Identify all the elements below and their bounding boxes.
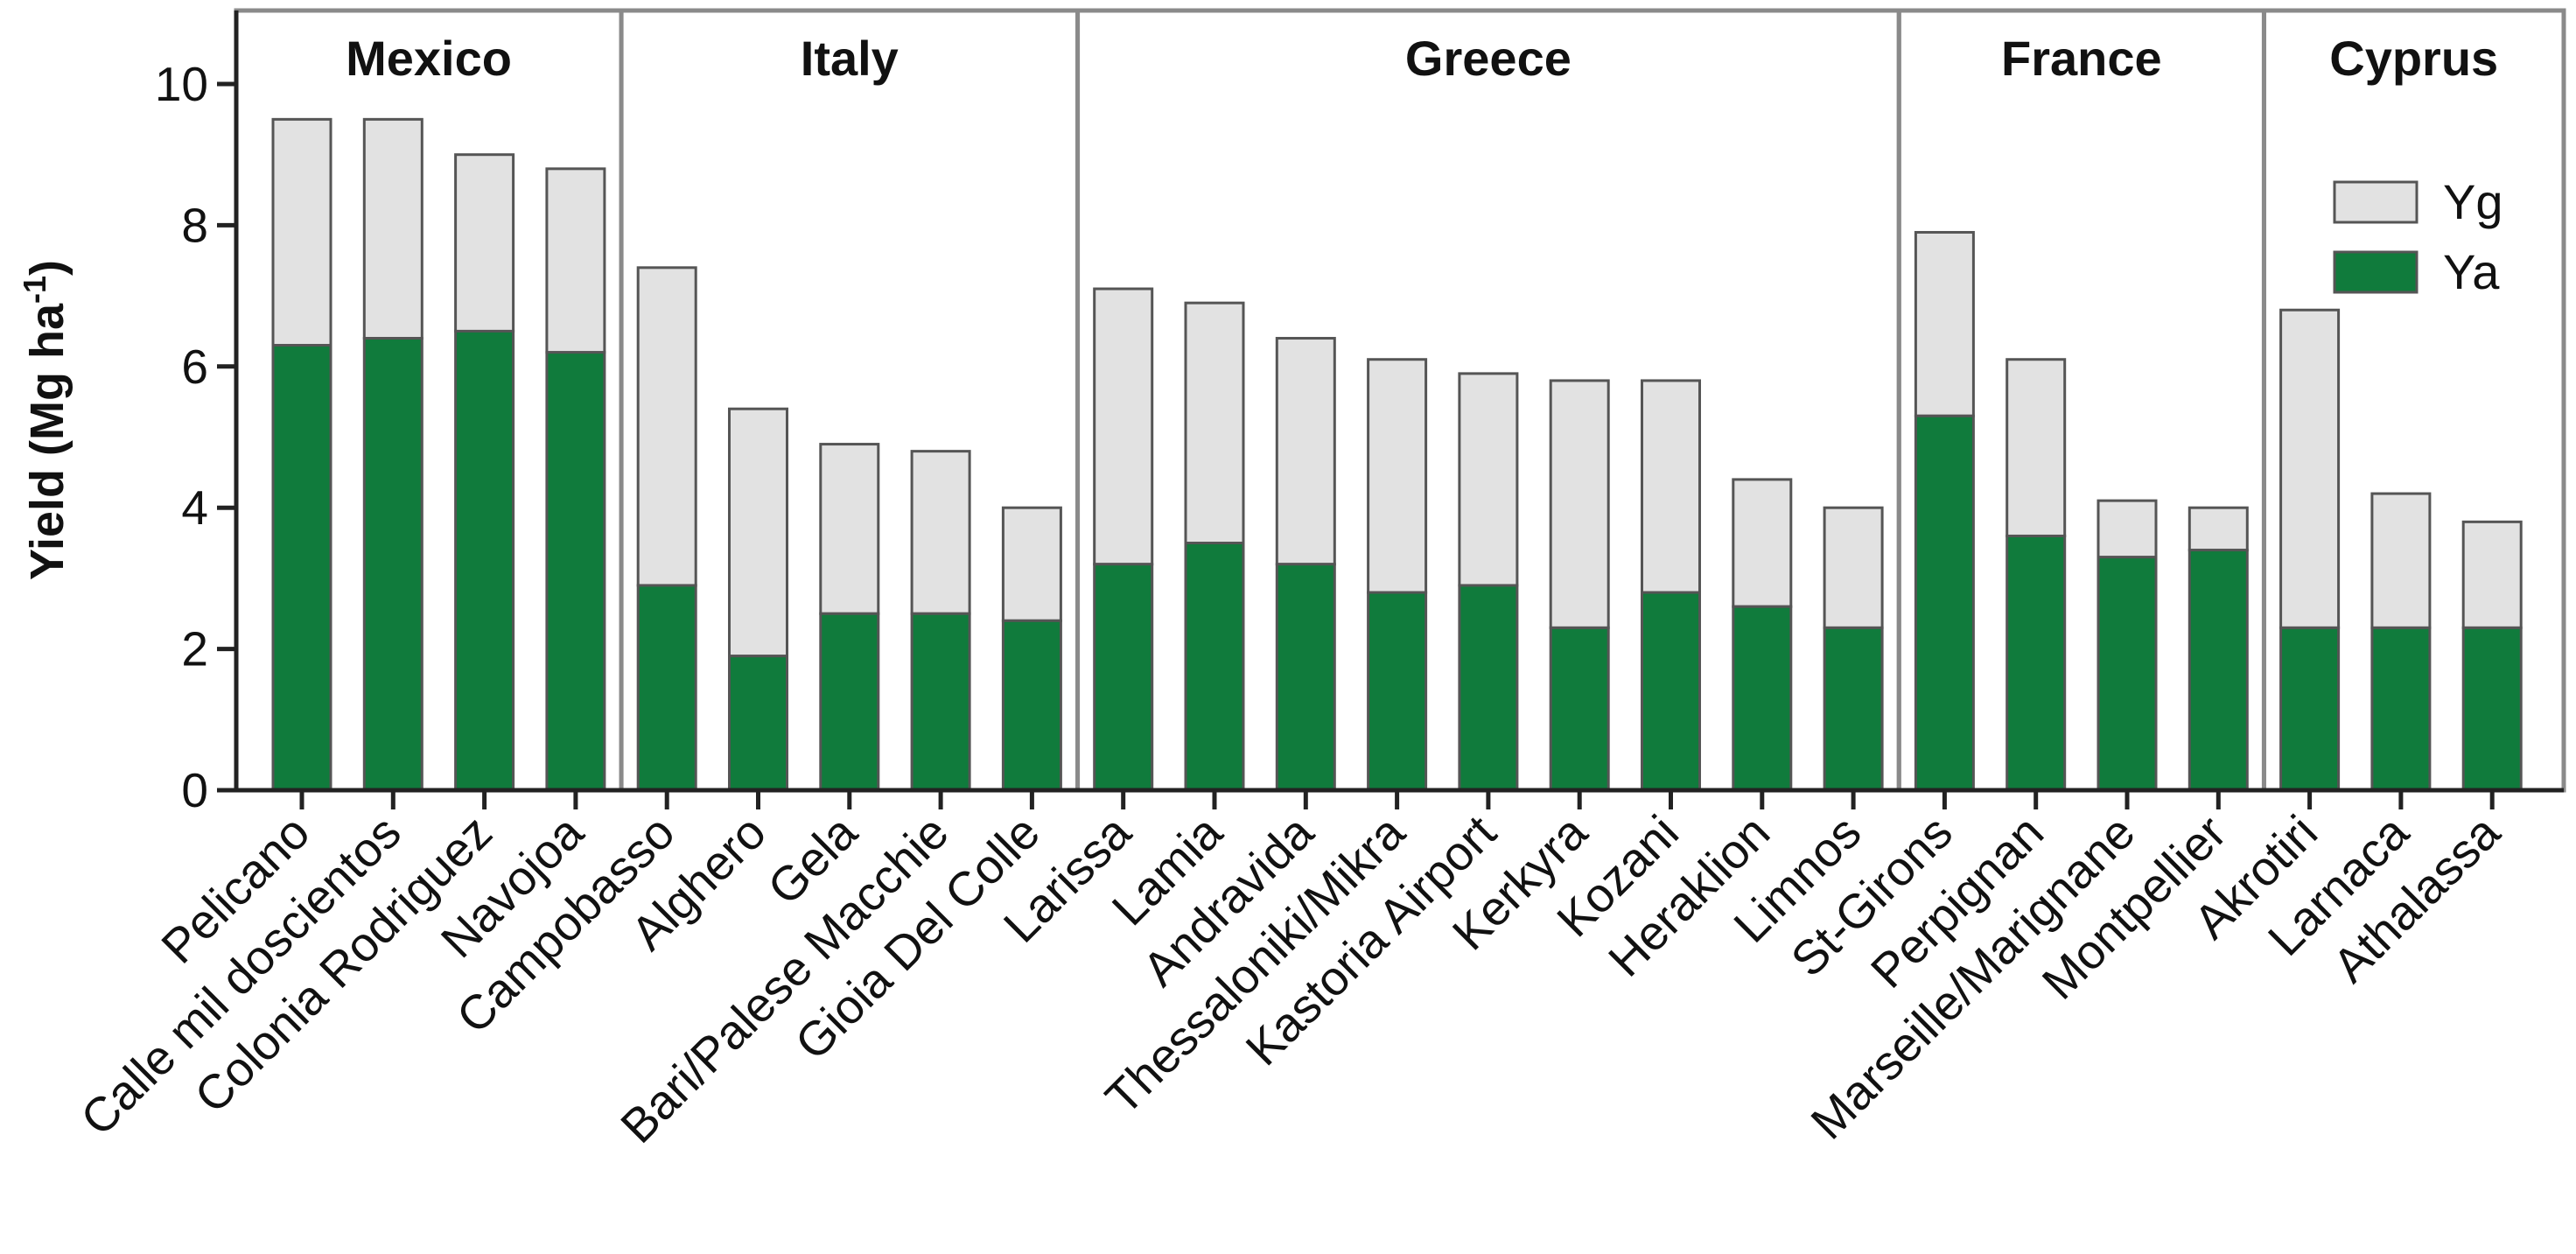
bar-ya-16 <box>1732 605 1793 792</box>
y-axis-label-main: Yield (Mg ha <box>21 303 74 580</box>
bar-ya-14 <box>1549 626 1610 792</box>
bar-ya-22 <box>2279 626 2341 792</box>
bar-yg-21 <box>2188 506 2249 552</box>
bar-ya-15 <box>1641 591 1701 792</box>
y-tick-label-1: 2 <box>181 622 208 676</box>
bar-ya-11 <box>1275 563 1336 792</box>
bar-ya-7 <box>910 612 971 792</box>
bar-ya-3 <box>545 351 606 792</box>
bar-ya-8 <box>1001 619 1062 792</box>
bar-ya-12 <box>1367 591 1428 792</box>
bar-yg-8 <box>1001 506 1062 622</box>
bar-yg-12 <box>1367 358 1428 594</box>
bar-yg-24 <box>2461 520 2523 629</box>
legend-swatch-ya <box>2333 250 2418 294</box>
bar-ya-19 <box>2006 534 2067 792</box>
bar-yg-23 <box>2370 492 2432 629</box>
bar-yg-13 <box>1458 372 1519 587</box>
bar-ya-4 <box>636 584 697 792</box>
y-axis-label-sup: -1 <box>17 276 52 304</box>
bar-ya-23 <box>2370 626 2432 792</box>
y-tick-label-3: 6 <box>181 340 208 394</box>
bar-yg-11 <box>1275 337 1336 566</box>
bar-yg-20 <box>2096 499 2158 559</box>
bar-ya-6 <box>819 612 880 792</box>
legend-swatch-yg <box>2333 180 2418 224</box>
y-tick-label-4: 8 <box>181 198 208 252</box>
bar-yg-14 <box>1549 379 1610 629</box>
group-label-greece: Greece <box>1405 31 1572 86</box>
bar-yg-19 <box>2006 358 2067 537</box>
bar-ya-24 <box>2461 626 2523 792</box>
bar-yg-2 <box>454 153 515 333</box>
bar-ya-0 <box>271 344 332 792</box>
bar-yg-15 <box>1641 379 1701 594</box>
bar-yg-18 <box>1914 230 1975 417</box>
bar-ya-5 <box>728 655 788 792</box>
bar-yg-22 <box>2279 308 2341 629</box>
bar-ya-18 <box>1914 414 1975 792</box>
bar-ya-1 <box>362 337 424 792</box>
bar-ya-10 <box>1184 542 1245 792</box>
group-label-cyprus: Cyprus <box>2329 31 2498 86</box>
y-axis-label-close: ) <box>21 260 74 276</box>
bar-ya-21 <box>2188 549 2249 792</box>
group-label-mexico: Mexico <box>346 31 512 86</box>
bar-ya-20 <box>2096 556 2158 792</box>
bar-yg-5 <box>728 407 788 658</box>
bar-ya-17 <box>1823 626 1884 792</box>
bar-yg-3 <box>545 167 606 354</box>
axes <box>217 11 2564 809</box>
bar-ya-13 <box>1458 584 1519 792</box>
legend: Yg Ya <box>2333 174 2503 299</box>
bar-yg-7 <box>910 450 971 615</box>
bar-yg-0 <box>271 117 332 347</box>
bar-yg-16 <box>1732 478 1793 608</box>
bar-yg-17 <box>1823 506 1884 629</box>
y-tick-label-5: 10 <box>155 57 208 111</box>
bars <box>271 117 2523 792</box>
y-axis-label: Yield (Mg ha-1) <box>17 260 74 580</box>
bar-yg-9 <box>1093 287 1154 566</box>
group-label-italy: Italy <box>801 31 899 86</box>
bar-yg-6 <box>819 443 880 615</box>
y-tick-label-0: 0 <box>181 763 208 817</box>
bar-yg-1 <box>362 117 424 340</box>
legend-label-yg: Yg <box>2443 174 2503 229</box>
y-tick-label-2: 4 <box>181 480 208 535</box>
bar-yg-10 <box>1184 301 1245 545</box>
bar-yg-4 <box>636 266 697 587</box>
group-label-france: France <box>2001 31 2162 86</box>
legend-label-ya: Ya <box>2443 244 2500 299</box>
bar-ya-9 <box>1093 563 1154 792</box>
bar-ya-2 <box>454 329 515 792</box>
